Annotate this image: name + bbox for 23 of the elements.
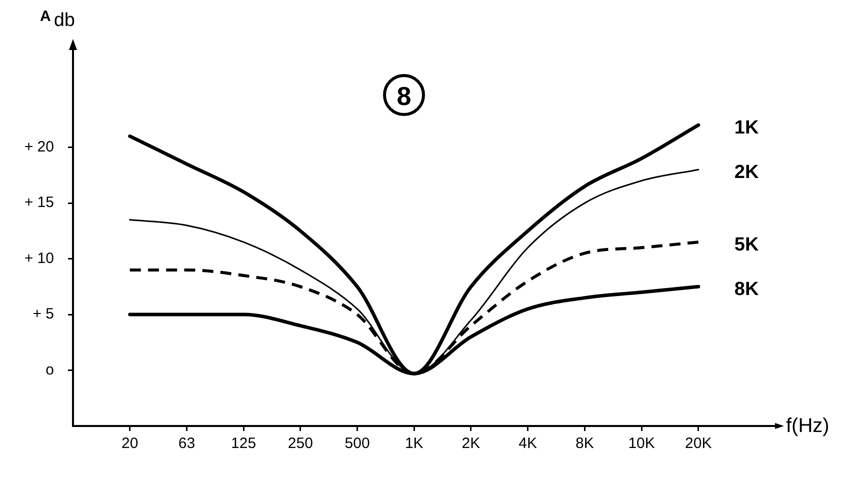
x-tick-label: 500 bbox=[344, 435, 370, 452]
x-tick-label: 20 bbox=[122, 435, 138, 452]
text: 8 bbox=[396, 81, 412, 111]
line-series bbox=[128, 123, 700, 376]
series-label: 5K bbox=[734, 234, 759, 256]
series-label: 1K bbox=[734, 117, 759, 138]
y-tick-label: o bbox=[46, 361, 54, 378]
y-tick-label: + 5 bbox=[32, 306, 54, 323]
y-tick-label: + 15 bbox=[24, 194, 54, 212]
x-tick-label: 1K bbox=[404, 435, 424, 452]
x-tick-label: 8K bbox=[576, 435, 594, 452]
x-tick-label: 4K bbox=[518, 435, 538, 452]
x-tick-label: 125 bbox=[231, 435, 256, 452]
x-tick-label: 250 bbox=[288, 435, 313, 452]
y-tick-label: + 10 bbox=[24, 250, 54, 267]
series-label: 2K bbox=[734, 162, 759, 183]
x-tick-label: 10K bbox=[628, 435, 655, 452]
series-label: 8K bbox=[734, 278, 759, 300]
x-tick-label: 20K bbox=[685, 435, 712, 452]
y-tick-label: + 20 bbox=[24, 138, 54, 156]
x-tick-label: 63 bbox=[178, 435, 196, 452]
x-axis-title: f(Hz) bbox=[786, 415, 830, 437]
x-tick-label: 2K bbox=[462, 435, 480, 452]
